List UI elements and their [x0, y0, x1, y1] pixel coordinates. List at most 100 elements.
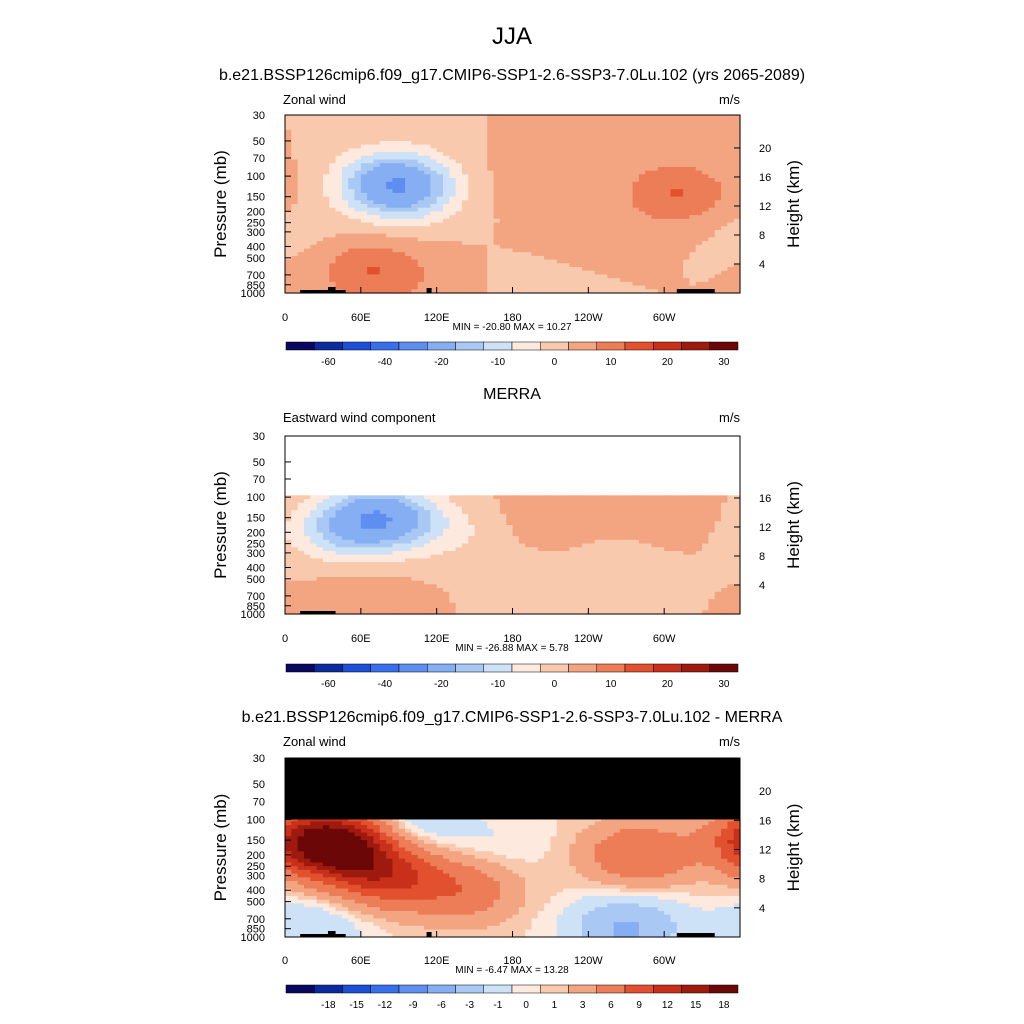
contour-cell [588, 278, 596, 283]
contour-cell [569, 126, 577, 131]
contour-cell [436, 166, 444, 172]
contour-cell [588, 554, 596, 559]
contour-cell [487, 218, 495, 224]
contour-cell [657, 192, 665, 198]
contour-cell [411, 152, 419, 157]
contour-cell [632, 137, 640, 142]
contour-cell [367, 144, 375, 149]
contour-cell [676, 152, 684, 157]
contour-cell [594, 558, 602, 563]
contour-cell [657, 241, 665, 246]
contour-cell [607, 189, 615, 194]
contour-cell [588, 155, 596, 161]
contour-cell [689, 233, 697, 238]
contour-cell [518, 565, 526, 571]
contour-cell [721, 547, 728, 552]
contour-cell [613, 259, 621, 264]
contour-cell [341, 244, 349, 250]
contour-cell [442, 543, 450, 548]
contour-cell [303, 192, 311, 198]
contour-cell [733, 189, 741, 194]
contour-cell [379, 211, 387, 216]
contour-cell [594, 550, 602, 556]
contour-cell [303, 126, 311, 131]
contour-cell [525, 270, 533, 276]
contour-cell [354, 207, 362, 213]
contour-cell [537, 554, 545, 559]
contour-cell [632, 510, 640, 515]
contour-cell [424, 137, 431, 142]
contour-cell [582, 148, 589, 153]
contour-cell [525, 263, 533, 268]
contour-cell [638, 513, 646, 519]
contour-cell [708, 152, 716, 157]
x-tick-label: 120W [574, 312, 603, 324]
contour-cell [664, 152, 672, 157]
contour-cell [329, 166, 337, 172]
contour-cell [550, 181, 558, 187]
contour-cell [335, 278, 343, 283]
contour-cell [645, 274, 653, 279]
contour-cell [544, 528, 552, 534]
contour-cell [695, 506, 703, 511]
contour-cell [569, 155, 577, 161]
contour-cell [645, 233, 653, 238]
contour-cell [424, 218, 431, 224]
contour-cell [335, 163, 343, 168]
contour-cell [607, 222, 615, 227]
contour-cell [367, 129, 375, 135]
contour-cell [329, 547, 337, 552]
contour-cell [379, 207, 387, 213]
contour-cell [417, 174, 425, 179]
contour-cell [285, 140, 292, 146]
contour-cell [487, 140, 495, 146]
contour-cell [550, 133, 558, 138]
contour-cell [657, 170, 665, 175]
contour-cell [430, 181, 438, 187]
contour-cell [354, 281, 362, 287]
contour-cell [360, 255, 368, 261]
contour-cell [506, 163, 514, 168]
contour-cell [303, 196, 311, 201]
contour-cell [417, 547, 425, 552]
contour-cell [442, 495, 450, 500]
contour-cell [461, 174, 469, 179]
contour-cell [556, 510, 564, 515]
contour-cell [683, 118, 691, 124]
contour-cell [493, 137, 501, 142]
contour-cell [411, 513, 419, 519]
contour-cell [285, 252, 292, 257]
contour-cell [461, 513, 469, 519]
contour-cell [449, 278, 457, 283]
contour-cell [424, 248, 431, 253]
contour-cell [714, 129, 722, 135]
contour-cell [727, 525, 735, 530]
contour-cell [556, 178, 564, 183]
contour-cell [506, 547, 514, 552]
contour-cell [607, 506, 615, 511]
contour-cell [329, 170, 337, 175]
contour-cell [506, 115, 514, 120]
contour-cell [702, 274, 709, 279]
contour-cell [499, 543, 507, 548]
contour-cell [335, 211, 343, 216]
contour-cell [360, 140, 368, 146]
contour-cell [695, 200, 703, 205]
contour-cell [392, 554, 400, 559]
contour-cell [702, 233, 709, 238]
contour-cell [316, 126, 324, 131]
contour-cell [379, 237, 387, 242]
contour-cell [537, 270, 545, 276]
contour-cell [664, 144, 672, 149]
contour-cell [708, 200, 716, 205]
contour-cell [341, 513, 349, 519]
contour-cell [442, 122, 450, 127]
contour-cell [575, 525, 583, 530]
contour-cell [518, 244, 526, 250]
contour-cell [291, 178, 299, 183]
contour-cell [392, 163, 400, 168]
contour-cell [594, 163, 602, 168]
contour-cell [480, 248, 488, 253]
contour-cell [651, 174, 659, 179]
contour-cell [411, 510, 419, 515]
